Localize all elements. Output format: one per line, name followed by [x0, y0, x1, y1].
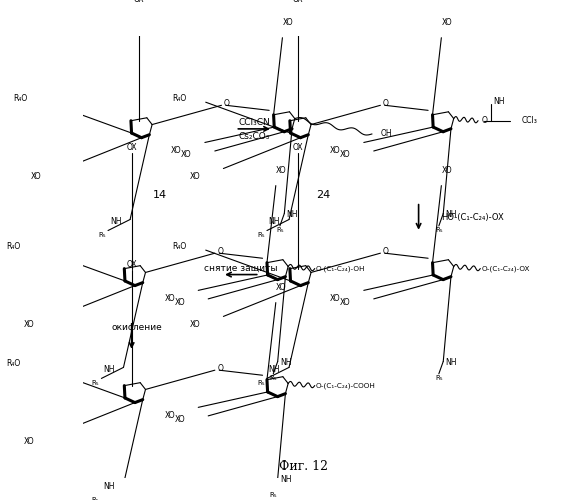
Text: R₅: R₅: [435, 375, 443, 381]
Text: NH: NH: [286, 210, 298, 220]
Text: O: O: [224, 100, 230, 108]
Text: NH: NH: [280, 358, 291, 367]
Text: OH: OH: [381, 130, 392, 138]
Text: XO: XO: [31, 172, 41, 180]
Text: R₄O: R₄O: [13, 94, 28, 103]
Text: XO: XO: [276, 282, 286, 292]
Text: NH: NH: [269, 217, 280, 226]
Text: R₄O: R₄O: [7, 242, 21, 251]
Text: O: O: [383, 248, 389, 256]
Text: R₅: R₅: [257, 380, 265, 386]
Text: XO: XO: [181, 150, 192, 160]
Text: R₅: R₅: [257, 232, 265, 238]
Text: NH: NH: [445, 210, 457, 220]
Text: CCl₃: CCl₃: [521, 116, 537, 126]
Text: XO: XO: [174, 298, 185, 307]
Text: O: O: [383, 100, 389, 108]
Text: Cs₂CO₃: Cs₂CO₃: [238, 132, 269, 141]
Text: R₅: R₅: [276, 228, 284, 234]
Text: XO: XO: [330, 294, 341, 302]
Text: XO: XO: [340, 150, 351, 160]
Text: OX: OX: [134, 0, 144, 4]
Text: XO: XO: [174, 415, 185, 424]
Text: XO: XO: [340, 298, 351, 307]
Text: R₅: R₅: [269, 375, 277, 381]
Text: O-(C₁-C₂₄)-OH: O-(C₁-C₂₄)-OH: [316, 266, 366, 272]
Text: XO: XO: [165, 294, 175, 302]
Text: R₄O: R₄O: [172, 94, 186, 103]
Text: NH: NH: [103, 482, 115, 491]
Text: OX: OX: [292, 144, 303, 152]
Text: OX: OX: [127, 260, 138, 269]
Text: R₄O: R₄O: [7, 358, 21, 368]
Text: O-(C₁-C₂₄)-OX: O-(C₁-C₂₄)-OX: [482, 266, 530, 272]
Text: R₄O: R₄O: [172, 242, 186, 251]
Text: XO: XO: [24, 320, 35, 328]
Text: NH: NH: [269, 365, 280, 374]
Text: XO: XO: [190, 172, 200, 180]
Text: NH: NH: [103, 365, 115, 374]
Text: R₅: R₅: [92, 497, 99, 500]
Text: R₅: R₅: [92, 380, 99, 386]
Text: XO: XO: [282, 18, 293, 27]
Text: 14: 14: [153, 190, 168, 200]
Text: окисление: окисление: [112, 323, 162, 332]
Text: R₅: R₅: [435, 228, 443, 234]
Text: R₅: R₅: [98, 232, 106, 238]
Text: XO: XO: [441, 18, 452, 27]
Text: O: O: [482, 116, 487, 126]
Text: HO-(C₁-C₂₄)-OX: HO-(C₁-C₂₄)-OX: [441, 212, 503, 222]
Text: O-(C₁-C₂₄)-COOH: O-(C₁-C₂₄)-COOH: [316, 382, 376, 389]
Text: NH: NH: [494, 98, 505, 106]
Text: O: O: [217, 248, 224, 256]
Text: OX: OX: [292, 0, 303, 4]
Text: O: O: [217, 364, 224, 374]
Text: XO: XO: [330, 146, 341, 154]
Text: OX: OX: [127, 144, 138, 152]
Text: NH: NH: [280, 475, 291, 484]
Text: NH: NH: [110, 217, 121, 226]
Text: XO: XO: [276, 166, 286, 174]
Text: XO: XO: [190, 320, 200, 328]
Text: XO: XO: [171, 146, 182, 154]
Text: CCl₃CN: CCl₃CN: [238, 118, 270, 127]
Text: XO: XO: [24, 436, 35, 446]
Text: XO: XO: [441, 166, 452, 174]
Text: R₅: R₅: [269, 492, 277, 498]
Text: Фиг. 12: Фиг. 12: [279, 460, 328, 473]
Text: XO: XO: [165, 410, 175, 420]
Text: снятие защиты: снятие защиты: [204, 264, 277, 272]
Text: NH: NH: [445, 358, 457, 367]
Text: 24: 24: [316, 190, 331, 200]
